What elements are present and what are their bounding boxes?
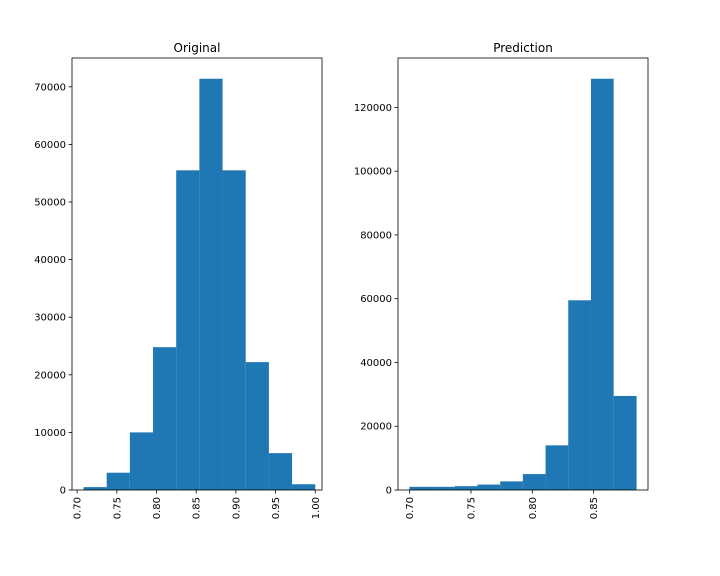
histogram-prediction: Prediction 0.70 0.75 0.80 0.85 0 20000 40000 6… [354,41,649,519]
chart-title: Original [174,41,221,55]
y-tick-label: 80000 [360,230,392,241]
y-tick-label: 50000 [34,198,66,209]
axes-frame [397,57,649,491]
y-tick-label: 0 [60,486,66,497]
y-tick-label: 70000 [34,82,66,93]
histogram-bar [153,347,177,490]
histogram-bar [545,445,569,490]
x-tick-label: 0.80 [152,497,163,519]
x-axis-ticks: 0.70 0.75 0.80 0.85 0.90 0.95 1.00 [73,490,322,519]
y-tick-label: 120000 [354,103,392,114]
histogram-bar [568,300,591,490]
x-tick-label: 0.75 [466,497,477,519]
histogram-bar [454,486,478,490]
histogram-bar [222,170,246,490]
chart-title: Prediction [493,41,553,55]
histogram-bar [432,486,455,490]
y-tick-label: 20000 [34,370,66,381]
histogram-bar [129,432,154,490]
y-axis-ticks: 0 10000 20000 30000 40000 50000 60000 70000 [34,82,72,497]
x-tick-label: 0.80 [528,497,539,519]
x-tick-label: 1.00 [311,497,322,519]
histogram-bar [613,395,637,490]
x-tick-label: 0.95 [271,497,282,519]
bars [83,78,316,491]
histogram-bar [199,78,223,491]
histogram-bar [522,474,546,490]
y-tick-label: 40000 [34,255,66,266]
histogram-bar [106,472,130,490]
histogram-bar [477,484,501,490]
y-tick-label: 10000 [34,428,66,439]
axes-frame [71,57,323,491]
x-tick-label: 0.75 [112,497,123,519]
x-tick-label: 0.85 [589,497,600,519]
x-tick-label: 0.70 [73,497,84,519]
histogram-bar [590,78,614,491]
y-axis-ticks: 0 20000 40000 60000 80000 100000 120000 [354,103,398,497]
y-tick-label: 0 [386,486,392,497]
x-tick-label: 0.70 [405,497,416,519]
x-axis-ticks: 0.70 0.75 0.80 0.85 [405,490,600,519]
histogram-bar [176,170,200,490]
y-tick-label: 40000 [360,358,392,369]
histogram-bar [83,487,107,490]
y-tick-label: 60000 [34,140,66,151]
x-tick-label: 0.90 [231,497,242,519]
y-tick-label: 20000 [360,422,392,433]
histogram-bar [268,453,293,490]
histogram-original: Original 0.70 0.75 0.80 0.85 0.90 0.95 1.00 0 1… [34,41,323,519]
y-tick-label: 60000 [360,294,392,305]
y-tick-label: 100000 [354,167,392,178]
bars [409,78,637,491]
histogram-bar [245,362,269,490]
histogram-bar [292,484,316,490]
histogram-bar [500,481,523,490]
y-tick-label: 30000 [34,313,66,324]
histogram-bar [409,486,433,490]
x-tick-label: 0.85 [192,497,203,519]
